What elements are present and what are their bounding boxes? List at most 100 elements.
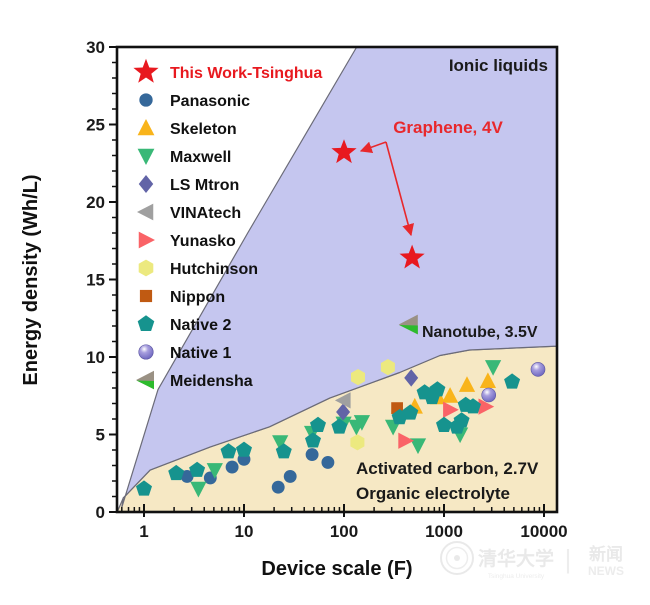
- annotations: Ionic liquids Graphene, 4V Nanotube, 3.5V A…: [356, 56, 548, 503]
- scatter-point: [331, 418, 348, 434]
- scatter-point: [404, 369, 419, 387]
- scatter-point: [236, 441, 252, 457]
- scatter-point: [168, 464, 185, 481]
- legend-marker: [138, 175, 154, 193]
- scatter-point: [530, 362, 546, 377]
- legend-item-meidensha: Meidensha: [136, 370, 253, 390]
- scatter-point: [399, 244, 425, 269]
- axis-tick-labels: 1 10 100 1000 10000 0 5 10 15 20 25 30: [86, 38, 568, 541]
- annotation-activated-carbon-line2: Organic electrolyte: [356, 484, 510, 503]
- axis-ticks: [109, 46, 545, 517]
- scatter-point: [391, 402, 403, 414]
- y-tick-label: 0: [96, 503, 105, 522]
- y-tick-label: 30: [86, 38, 105, 57]
- scatter-point: [321, 455, 335, 469]
- scatter-point: [484, 360, 502, 376]
- series-yunasko: [398, 398, 495, 449]
- annotation-nanotube: Nanotube, 3.5V: [422, 324, 538, 341]
- legend-item-this-work-tsinghua: This Work-Tsinghua: [133, 58, 322, 83]
- annotation-arrow: [385, 141, 414, 237]
- watermark-news-en: NEWS: [588, 564, 624, 578]
- legend-item-native-1: Native 1: [138, 344, 231, 362]
- annotation-ionic-liquids: Ionic liquids: [449, 56, 548, 75]
- legend-item-ls-mtron: LS Mtron: [138, 175, 239, 194]
- y-tick-label: 5: [96, 426, 105, 445]
- scatter-point: [353, 415, 371, 431]
- legend-item-yunasko: Yunasko: [138, 231, 236, 250]
- x-tick-label: 1000: [425, 522, 463, 541]
- scatter-point: [225, 460, 239, 474]
- legend-marker: [137, 315, 155, 331]
- legend-item-maxwell: Maxwell: [137, 148, 231, 166]
- scatter-point: [310, 416, 326, 432]
- legend-marker: [139, 93, 153, 107]
- watermark-divider: |: [565, 544, 572, 574]
- legend-marker: [133, 58, 159, 83]
- scatter-point: [443, 401, 459, 418]
- legend-item-nippon: Nippon: [139, 289, 225, 306]
- x-tick-label: 100: [330, 522, 358, 541]
- scatter-point: [441, 387, 459, 403]
- scatter-point: [465, 398, 481, 414]
- legend-item-panasonic: Panasonic: [139, 93, 250, 110]
- legend-item-hutchinson: Hutchinson: [138, 259, 258, 278]
- scatter-point: [305, 448, 319, 462]
- legend-marker: [139, 289, 153, 303]
- scatter-point: [271, 480, 285, 494]
- legend-label: Nippon: [170, 289, 225, 306]
- y-tick-label: 25: [86, 116, 105, 135]
- scatter-point: [458, 376, 476, 392]
- annotation-arrows: [359, 141, 414, 237]
- legend-marker-green-part: [136, 380, 154, 390]
- legend-label: VINAtech: [170, 205, 241, 222]
- watermark: 清华大学 Tsinghua University | 新闻 NEWS: [440, 541, 624, 580]
- series-hutchinson: [350, 359, 395, 451]
- series-ls-mtron: [336, 369, 419, 421]
- scatter-point: [402, 404, 419, 420]
- legend-marker: [138, 344, 154, 360]
- scatter-point: [481, 387, 497, 403]
- scatter-point: [190, 481, 207, 498]
- y-tick-label: 15: [86, 271, 105, 290]
- scatter-point: [272, 435, 289, 451]
- series-native-1: [481, 362, 546, 403]
- scatter-point: [453, 412, 470, 428]
- legend-label: Native 2: [170, 317, 231, 334]
- x-axis-title: Device scale (F): [261, 558, 412, 580]
- series-meidensha: [398, 314, 418, 335]
- watermark-news-cn: 新闻: [589, 544, 623, 564]
- legend-label: LS Mtron: [170, 177, 239, 194]
- data-points: [136, 139, 546, 498]
- annotation-activated-carbon-line1: Activated carbon, 2.7V: [356, 459, 539, 478]
- watermark-cn-text: 清华大学: [478, 547, 554, 570]
- scatter-point: [305, 432, 321, 448]
- legend-label: Native 1: [170, 345, 231, 362]
- region-ionic-liquids: [121, 46, 558, 508]
- legend-label: Skeleton: [170, 121, 237, 138]
- tsinghua-emblem-icon: [440, 541, 474, 575]
- legend-label: Panasonic: [170, 93, 250, 110]
- watermark-en-text: Tsinghua University: [488, 573, 545, 580]
- scatter-point: [180, 469, 194, 483]
- scatter-point: [331, 139, 357, 164]
- scatter-point-green-part: [399, 325, 418, 335]
- y-axis-title: Energy density (Wh/L): [20, 174, 42, 385]
- legend-label: Maxwell: [170, 149, 231, 166]
- x-tick-label: 10000: [520, 522, 567, 541]
- legend-label: Yunasko: [170, 233, 236, 250]
- scatter-point: [478, 398, 495, 415]
- legend-item-vinatech: VINAtech: [137, 203, 241, 222]
- scatter-point: [283, 469, 297, 483]
- annotation-arrow: [359, 141, 387, 153]
- legend-marker: [138, 231, 155, 249]
- scatter-point: [409, 438, 427, 455]
- scatter-point: [398, 432, 414, 449]
- y-tick-label: 10: [86, 348, 105, 367]
- legend-label: Meidensha: [170, 373, 253, 390]
- legend-marker: [137, 203, 154, 221]
- scatter-point: [429, 381, 446, 397]
- scatter-point: [136, 480, 152, 496]
- series-this-work-tsinghua: [331, 139, 425, 269]
